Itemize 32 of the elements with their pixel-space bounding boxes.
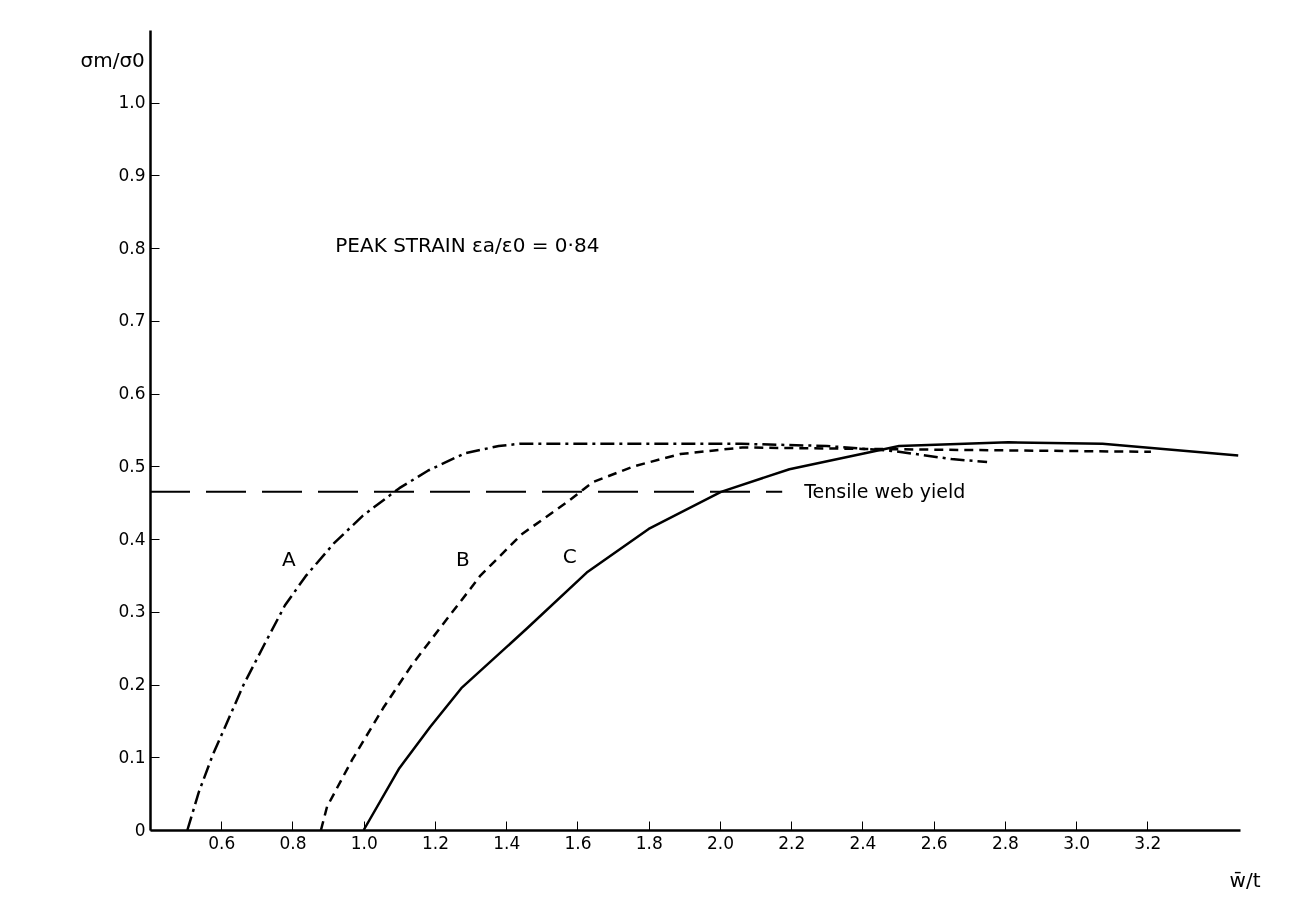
series-label: A — [281, 547, 296, 572]
x-tick-label: 2.6 — [920, 832, 948, 853]
x-tick-label: 2.0 — [706, 832, 734, 853]
y-tick-label: 0.4 — [118, 528, 146, 549]
y-tick-label: 0.5 — [118, 455, 146, 476]
y-tick-label: 0.1 — [118, 746, 146, 767]
x-tick-label: 1.0 — [350, 832, 378, 853]
x-tick-label: 3.2 — [1134, 832, 1162, 853]
x-tick-label: 3.0 — [1063, 832, 1091, 853]
annotation: PEAK STRAIN εa/ε0 = 0·84 — [335, 233, 600, 257]
x-tick-label: 1.2 — [421, 832, 449, 853]
y-tick-label: 0.7 — [118, 310, 146, 331]
series-label: C — [562, 543, 577, 568]
x-tick-label: 2.4 — [849, 832, 877, 853]
x-tick-label: 1.8 — [635, 832, 663, 853]
ref-line-label: Tensile web yield — [803, 479, 966, 502]
x-tick-label: 2.8 — [991, 832, 1019, 853]
y-axis-title: σm/σ0 — [80, 47, 145, 72]
y-tick-label: 0.6 — [118, 383, 146, 404]
x-tick-label: 1.6 — [564, 832, 592, 853]
x-tick-label: 0.6 — [208, 832, 236, 853]
y-tick-label: 0.3 — [118, 601, 146, 622]
x-axis-title: w̄/t — [1229, 867, 1261, 892]
x-tick-label: 0.8 — [279, 832, 307, 853]
y-tick-label: 0.2 — [118, 674, 146, 695]
series-label: B — [456, 547, 470, 572]
x-tick-label: 1.4 — [493, 832, 521, 853]
x-tick-label: 2.2 — [778, 832, 806, 853]
y-tick-label: 0 — [134, 819, 146, 840]
y-tick-label: 0.9 — [118, 164, 146, 185]
y-tick-label: 0.8 — [118, 237, 146, 258]
y-tick-label: 1.0 — [118, 92, 146, 113]
